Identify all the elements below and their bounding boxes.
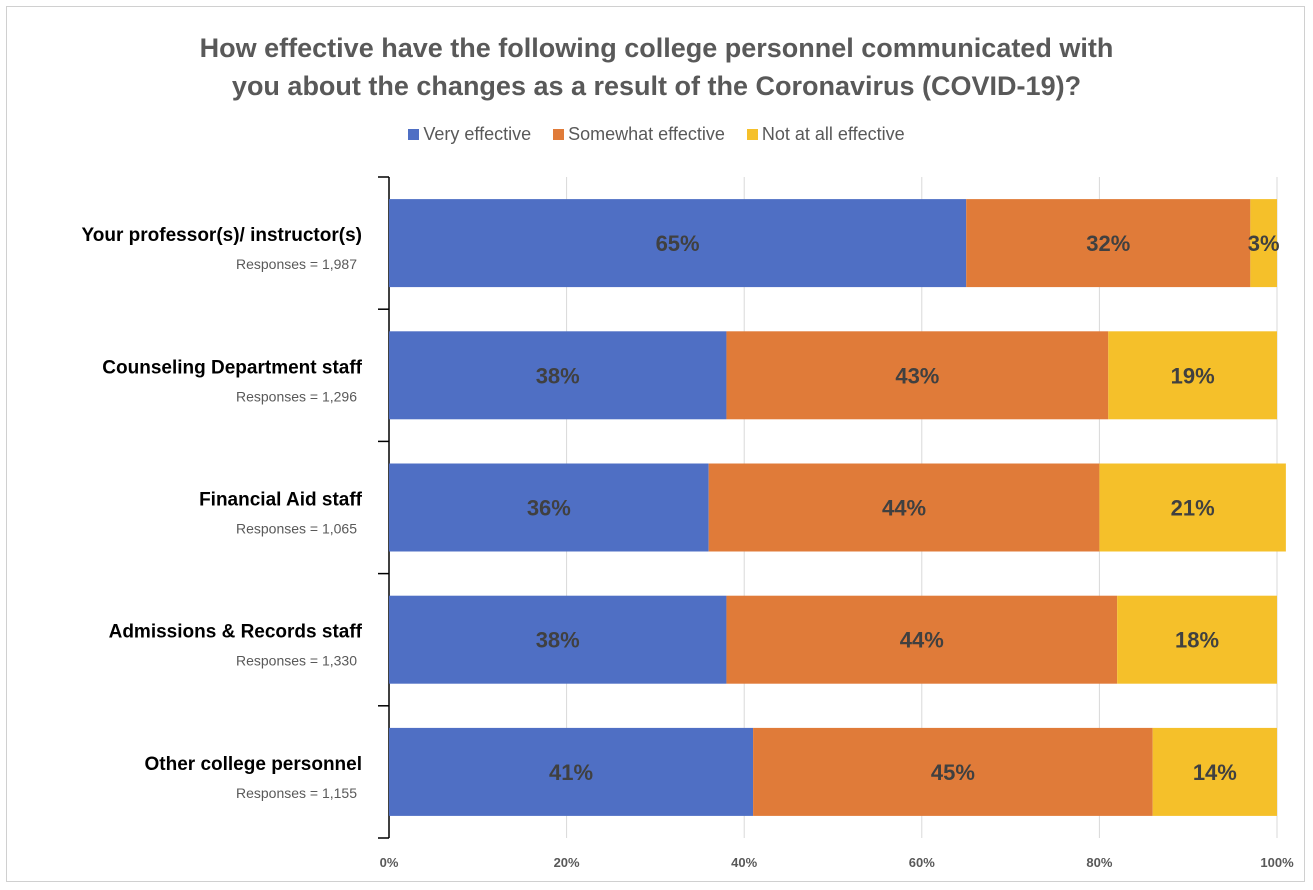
bar-segment-very-effective xyxy=(389,199,967,288)
legend-label-not-at-all-effective: Not at all effective xyxy=(761,124,905,144)
x-tick-label: 100% xyxy=(1260,855,1294,870)
x-tick-label: 60% xyxy=(909,855,935,870)
bar-segment-not-at-all-effective xyxy=(1117,595,1277,684)
bar-data-label: 14% xyxy=(1193,760,1237,785)
bar-data-label: 43% xyxy=(895,363,939,388)
category-response-count: Responses = 1,987 xyxy=(236,256,357,272)
legend-label-very-effective: Very effective xyxy=(423,124,532,144)
bar-segment-not-at-all-effective xyxy=(1250,199,1277,288)
x-tick-label: 40% xyxy=(731,855,757,870)
legend-item-very-effective: Very effective xyxy=(408,124,531,145)
legend-item-not-at-all-effective: Not at all effective xyxy=(746,124,905,145)
bar-segment-very-effective xyxy=(389,727,754,816)
bar-data-label: 38% xyxy=(536,628,580,653)
bar-segment-very-effective xyxy=(389,595,727,684)
category-response-count: Responses = 1,065 xyxy=(236,521,357,537)
bar-segment-somewhat-effective xyxy=(726,595,1118,684)
legend-swatch-not-at-all-effective xyxy=(746,129,758,140)
bar-segment-somewhat-effective xyxy=(708,463,1100,552)
bar-data-label: 21% xyxy=(1171,496,1215,521)
x-tick-label: 80% xyxy=(1086,855,1112,870)
bar-data-label: 44% xyxy=(900,628,944,653)
category-label: Other college personnel xyxy=(145,754,363,775)
category-response-count: Responses = 1,330 xyxy=(236,653,357,669)
bar-segment-not-at-all-effective xyxy=(1108,331,1277,420)
bar-data-label: 32% xyxy=(1086,231,1130,256)
category-response-count: Responses = 1,296 xyxy=(236,388,357,404)
legend-swatch-somewhat-effective xyxy=(553,129,565,140)
chart-title-line-1: How effective have the following college… xyxy=(199,33,1114,63)
x-tick-label: 20% xyxy=(554,855,580,870)
category-response-count: Responses = 1,155 xyxy=(236,785,357,801)
bar-data-label: 18% xyxy=(1175,628,1219,653)
bar-segment-somewhat-effective xyxy=(966,199,1251,288)
bar-data-label: 3% xyxy=(1248,231,1280,256)
bar-segment-not-at-all-effective xyxy=(1099,463,1286,552)
bar-data-label: 44% xyxy=(882,496,926,521)
bar-segment-somewhat-effective xyxy=(726,331,1109,420)
category-label: Admissions & Records staff xyxy=(109,622,363,643)
bar-data-label: 36% xyxy=(527,496,571,521)
bar-segment-very-effective xyxy=(389,463,709,552)
bar-data-label: 45% xyxy=(931,760,975,785)
category-label: Counseling Department staff xyxy=(102,357,362,378)
bar-data-label: 41% xyxy=(549,760,593,785)
category-label: Financial Aid staff xyxy=(199,490,363,511)
chart-legend: Very effective Somewhat effective Not at… xyxy=(0,124,1313,145)
bar-data-label: 38% xyxy=(536,363,580,388)
legend-label-somewhat-effective: Somewhat effective xyxy=(568,124,725,144)
category-label: Your professor(s)/ instructor(s) xyxy=(82,225,362,246)
bar-segment-not-at-all-effective xyxy=(1152,727,1277,816)
bar-data-label: 65% xyxy=(656,231,700,256)
legend-item-somewhat-effective: Somewhat effective xyxy=(553,124,725,145)
x-tick-label: 0% xyxy=(380,855,399,870)
chart-title-line-2: you about the changes as a result of the… xyxy=(231,71,1082,101)
bar-data-label: 19% xyxy=(1171,363,1215,388)
bar-segment-very-effective xyxy=(389,331,727,420)
legend-swatch-very-effective xyxy=(408,129,420,140)
bar-segment-somewhat-effective xyxy=(753,727,1153,816)
